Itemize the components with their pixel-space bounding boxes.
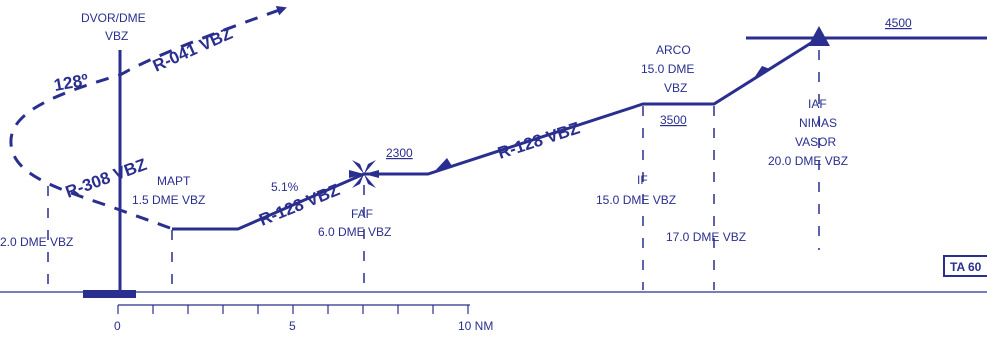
fix-dashed-lines	[47, 50, 820, 290]
dme17-distance-label: 17.0 DME VBZ	[666, 230, 746, 244]
direction-arrow-intermediate	[433, 158, 452, 173]
navaid-type-label: DVOR/DME	[81, 11, 146, 25]
scale-label-0: 0	[114, 319, 121, 333]
ta-box-label: TA 60	[950, 260, 982, 274]
iaf-altitude-label: 4500	[885, 16, 912, 30]
iaf-waypoint-label: NIMAS	[799, 116, 837, 130]
faf-name-label: FAF	[351, 207, 373, 221]
arco-distance-label: 15.0 DME	[641, 62, 694, 76]
distance-scale	[117, 304, 470, 314]
radial-final-label: R-128 VBZ	[256, 180, 342, 229]
faf-distance-label: 6.0 DME VBZ	[318, 225, 391, 239]
faf-maltese-cross-icon	[349, 160, 379, 188]
arco-ident-label: VBZ	[664, 81, 687, 95]
radial-outbound-label: R-041 VBZ	[150, 24, 235, 76]
course-label: 128º	[52, 70, 89, 95]
iaf-distance-label: 20.0 DME VBZ	[768, 154, 848, 168]
approach-profile-path	[172, 36, 820, 231]
arco-altitude-label: 3500	[660, 113, 687, 127]
dvor-dme-station-base	[83, 290, 136, 298]
scale-label-5: 5	[289, 319, 296, 333]
left-dme-label: 2.0 DME VBZ	[0, 235, 73, 249]
iaf-vor-label: VASOR	[795, 135, 836, 149]
navaid-ident-label: VBZ	[105, 29, 128, 43]
missed-approach-path	[9, 5, 287, 230]
iaf-triangle-icon	[808, 26, 830, 46]
mapt-distance-label: 1.5 DME VBZ	[132, 193, 205, 207]
direction-arrow-initial	[752, 66, 770, 81]
faf-altitude-label: 2300	[386, 146, 413, 160]
scale-label-10: 10 NM	[458, 319, 493, 333]
radial-intermediate-label: R-128 VBZ	[495, 118, 582, 162]
if-name-label: IF	[637, 173, 648, 187]
iaf-name-label: IAF	[808, 97, 827, 111]
descent-gradient-label: 5.1%	[271, 180, 299, 194]
if-distance-label: 15.0 DME VBZ	[596, 193, 676, 207]
arco-name-label: ARCO	[656, 43, 691, 57]
ta-box	[943, 255, 987, 277]
mapt-name-label: MAPT	[157, 174, 191, 188]
